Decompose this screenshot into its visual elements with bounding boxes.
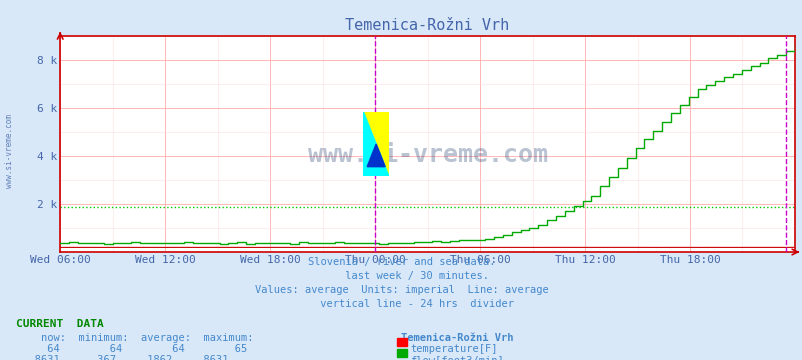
Text: temperature[F]: temperature[F] bbox=[410, 344, 497, 354]
Text: Temenica-Rožni Vrh: Temenica-Rožni Vrh bbox=[401, 333, 513, 343]
Text: CURRENT  DATA: CURRENT DATA bbox=[16, 319, 103, 329]
Text: now:  minimum:  average:  maximum:: now: minimum: average: maximum: bbox=[16, 333, 253, 343]
Text: www.si-vreme.com: www.si-vreme.com bbox=[5, 114, 14, 188]
Text: flow[foot3/min]: flow[foot3/min] bbox=[410, 355, 504, 360]
Title: Temenica-Rožni Vrh: Temenica-Rožni Vrh bbox=[345, 18, 509, 33]
Text: www.si-vreme.com: www.si-vreme.com bbox=[307, 143, 547, 167]
Polygon shape bbox=[363, 112, 388, 176]
Polygon shape bbox=[363, 112, 388, 176]
Text: Slovenia / river and sea data.
     last week / 30 minutes.
Values: average  Uni: Slovenia / river and sea data. last week… bbox=[254, 257, 548, 309]
Polygon shape bbox=[367, 144, 385, 167]
Text: 64        64        64        65: 64 64 64 65 bbox=[16, 344, 247, 354]
Text: 8631      367     1862     8631: 8631 367 1862 8631 bbox=[16, 355, 229, 360]
